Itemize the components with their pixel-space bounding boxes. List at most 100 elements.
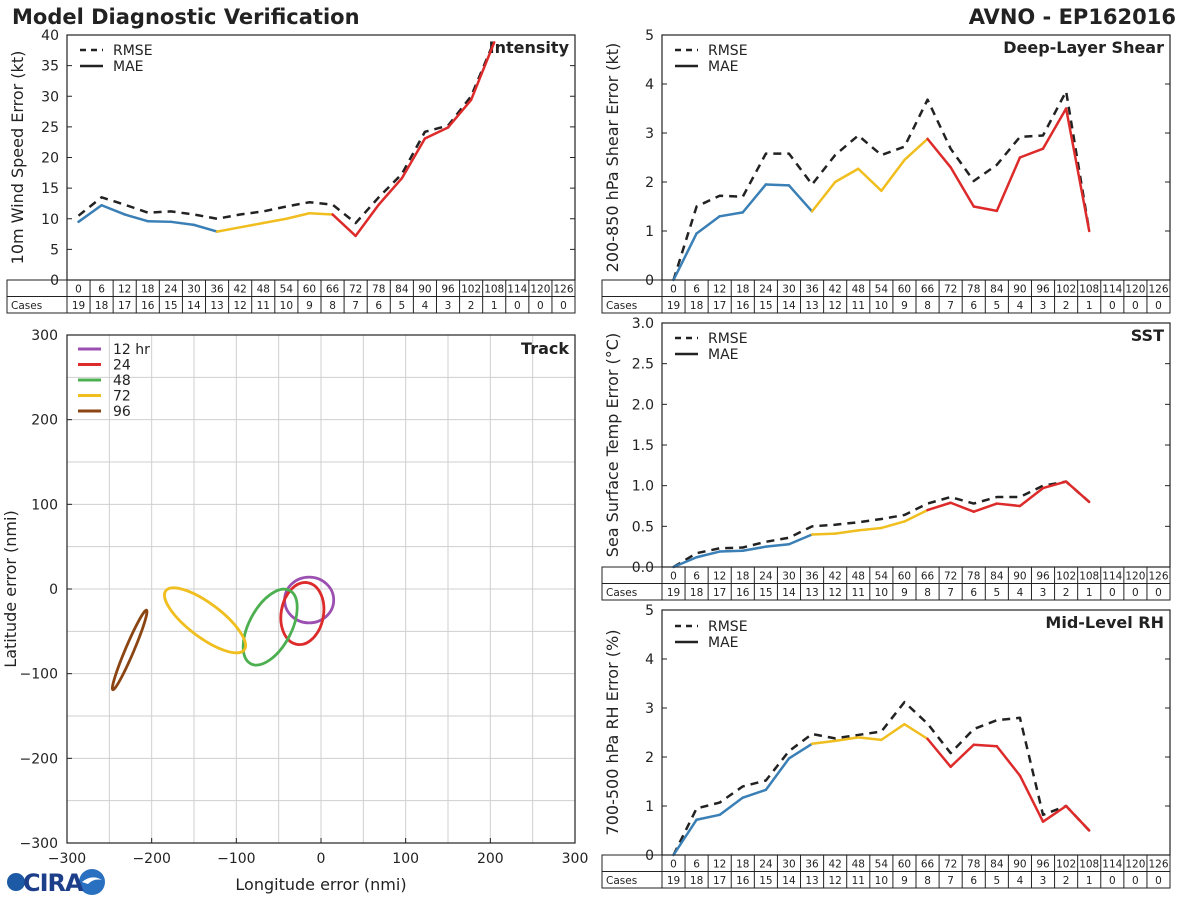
intensity-ytick-label: 35 xyxy=(41,59,59,75)
sst-cases-table: Cases01961812171816241530143613421248115… xyxy=(601,566,1171,601)
hour-cell: 96 xyxy=(1036,571,1050,583)
sst-ytick-label: 0.0 xyxy=(632,560,654,576)
hour-cell: 18 xyxy=(736,284,749,296)
shear-mae-segment xyxy=(672,232,698,282)
legend-rmse-label: RMSE xyxy=(708,331,748,347)
rh-mae-segment xyxy=(880,722,906,742)
track-ellipse-24 xyxy=(279,581,326,647)
intensity-mae-segment xyxy=(331,213,357,238)
case-cell: 0 xyxy=(560,300,567,312)
case-cell: 16 xyxy=(736,587,750,599)
track-legend-label: 24 xyxy=(113,358,131,374)
hour-cell: 120 xyxy=(1125,571,1145,583)
case-cell: 13 xyxy=(210,300,223,312)
intensity-ylabel: 10m Wind Speed Error (kt) xyxy=(8,51,27,265)
case-cell: 3 xyxy=(1040,300,1047,312)
case-cell: 0 xyxy=(1132,587,1139,599)
intensity-mae-segment xyxy=(146,219,173,224)
hour-cell: 18 xyxy=(736,859,749,871)
sst-mae-segment xyxy=(810,532,837,536)
legend-mae-label: MAE xyxy=(113,59,144,75)
hour-cell: 24 xyxy=(759,571,773,583)
intensity-ytick-label: 25 xyxy=(41,120,59,136)
sst-mae-segment xyxy=(949,501,975,513)
sst-mae-segment xyxy=(926,501,952,512)
legend-mae-label: MAE xyxy=(708,347,739,363)
hour-cell: 42 xyxy=(233,284,246,296)
hour-cell: 48 xyxy=(257,284,270,296)
shear-cases-table: Cases01961812171816241530143613421248115… xyxy=(601,279,1171,314)
intensity-title: Intensity xyxy=(489,38,570,57)
hour-cell: 114 xyxy=(1102,284,1122,296)
intensity-mae-segment xyxy=(423,126,450,140)
sst-ytick-label: 3.0 xyxy=(632,316,654,332)
shear-ytick-label: 2 xyxy=(645,175,654,191)
case-cell: 11 xyxy=(257,300,270,312)
case-cell: 10 xyxy=(875,587,888,599)
hour-cell: 108 xyxy=(484,284,504,296)
case-cell: 8 xyxy=(329,300,336,312)
shear-mae-segment xyxy=(833,167,860,184)
hour-cell: 120 xyxy=(530,284,550,296)
shear-mae-segment xyxy=(1041,107,1068,150)
hour-cell: 60 xyxy=(898,571,911,583)
case-cell: 8 xyxy=(924,875,931,887)
sst-mae-segment xyxy=(880,520,906,530)
sst-mae-segment xyxy=(787,533,814,546)
hour-cell: 0 xyxy=(670,859,677,871)
case-cell: 0 xyxy=(1109,300,1116,312)
hour-cell: 12 xyxy=(713,571,726,583)
rh-mae-segment xyxy=(764,757,791,792)
shear-mae-segment xyxy=(787,184,814,213)
case-cell: 10 xyxy=(875,875,888,887)
case-cell: 8 xyxy=(924,587,931,599)
sst-rmse-line xyxy=(672,480,1091,569)
hour-cell: 102 xyxy=(1056,284,1076,296)
hour-cell: 78 xyxy=(967,571,980,583)
legend-rmse-label: RMSE xyxy=(113,43,153,59)
case-cell: 9 xyxy=(306,300,313,312)
rh-mae-segment xyxy=(672,818,698,857)
shear-mae-segment xyxy=(741,183,768,214)
hour-cell: 66 xyxy=(921,284,935,296)
cases-label: Cases xyxy=(11,300,42,312)
hour-cell: 72 xyxy=(944,571,957,583)
rh-ytick-label: 0 xyxy=(645,848,654,864)
track-ellipse-72 xyxy=(163,586,247,655)
rh-mae-segment xyxy=(857,736,883,742)
rh-title: Mid-Level RH xyxy=(1045,613,1164,632)
hour-cell: 102 xyxy=(1056,571,1076,583)
sst-mae-segment xyxy=(857,526,883,532)
legend-rmse-label: RMSE xyxy=(708,43,748,59)
case-cell: 5 xyxy=(993,875,1000,887)
hour-cell: 90 xyxy=(1013,571,1026,583)
case-cell: 18 xyxy=(95,300,108,312)
case-cell: 15 xyxy=(164,300,177,312)
hour-cell: 126 xyxy=(1148,571,1168,583)
track-xtick-label: 300 xyxy=(562,851,589,867)
case-cell: 14 xyxy=(187,300,201,312)
hour-cell: 6 xyxy=(693,284,700,296)
rh-ylabel: 700-500 hPa RH Error (%) xyxy=(603,630,622,836)
cases-label: Cases xyxy=(606,587,637,599)
sst-mae-segment xyxy=(903,508,929,523)
track-panel: −300 −200 −100 0 100 200 300 −300 −200 −100 0 100 20… xyxy=(1,328,588,894)
logo-swirl-icon xyxy=(79,869,105,895)
sst-mae-segment xyxy=(972,502,999,513)
hour-cell: 24 xyxy=(759,859,773,871)
sst-ytick-label: 0.5 xyxy=(632,519,654,535)
case-cell: 5 xyxy=(993,587,1000,599)
sst-panel: 0.0 0.5 1.0 1.5 2.0 2.5 3.0 Sea Surface Temp Er… xyxy=(601,316,1171,601)
case-cell: 1 xyxy=(1086,875,1093,887)
case-cell: 11 xyxy=(852,300,865,312)
hour-cell: 42 xyxy=(828,284,841,296)
rh-mae-segment xyxy=(695,813,721,821)
case-cell: 10 xyxy=(875,300,888,312)
rh-mae-segment xyxy=(833,736,860,743)
hour-cell: 6 xyxy=(98,284,105,296)
legend-rmse-label: RMSE xyxy=(708,619,748,635)
case-cell: 4 xyxy=(422,300,429,312)
hour-cell: 60 xyxy=(303,284,316,296)
